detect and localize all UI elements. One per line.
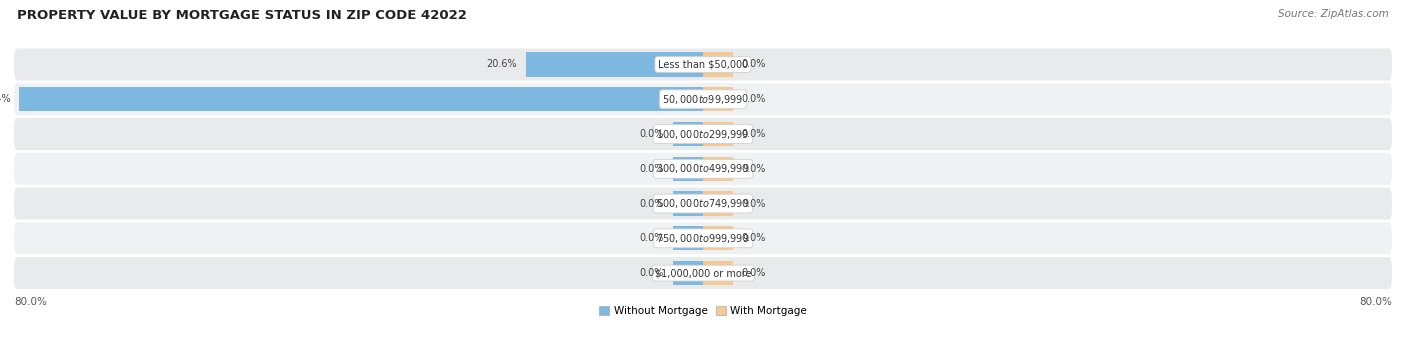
Bar [703, 226, 733, 251]
Bar [673, 261, 703, 285]
Text: 0.0%: 0.0% [640, 198, 664, 209]
Bar [703, 52, 733, 77]
Text: Source: ZipAtlas.com: Source: ZipAtlas.com [1278, 9, 1389, 18]
Text: $100,000 to $299,999: $100,000 to $299,999 [657, 128, 749, 140]
Text: Less than $50,000: Less than $50,000 [658, 59, 748, 70]
Text: 0.0%: 0.0% [742, 233, 766, 243]
Bar [703, 157, 733, 181]
FancyBboxPatch shape [14, 48, 1392, 80]
Text: $300,000 to $499,999: $300,000 to $499,999 [657, 162, 749, 175]
Bar [703, 122, 733, 146]
Text: $500,000 to $749,999: $500,000 to $749,999 [657, 197, 749, 210]
Bar [703, 191, 733, 216]
FancyBboxPatch shape [14, 257, 1392, 289]
Text: $750,000 to $999,999: $750,000 to $999,999 [657, 232, 749, 245]
Text: 0.0%: 0.0% [640, 164, 664, 174]
Text: 0.0%: 0.0% [640, 129, 664, 139]
Text: 0.0%: 0.0% [742, 129, 766, 139]
Text: 0.0%: 0.0% [742, 198, 766, 209]
Legend: Without Mortgage, With Mortgage: Without Mortgage, With Mortgage [595, 302, 811, 321]
Bar [526, 52, 703, 77]
Text: 80.0%: 80.0% [14, 297, 46, 307]
Bar [703, 87, 733, 112]
Bar [703, 261, 733, 285]
Text: 80.0%: 80.0% [1360, 297, 1392, 307]
Text: 0.0%: 0.0% [742, 268, 766, 278]
FancyBboxPatch shape [14, 188, 1392, 220]
Bar [673, 226, 703, 251]
FancyBboxPatch shape [14, 153, 1392, 185]
Bar [673, 157, 703, 181]
Text: PROPERTY VALUE BY MORTGAGE STATUS IN ZIP CODE 42022: PROPERTY VALUE BY MORTGAGE STATUS IN ZIP… [17, 9, 467, 21]
Text: $1,000,000 or more: $1,000,000 or more [655, 268, 751, 278]
Text: 0.0%: 0.0% [742, 94, 766, 104]
Bar [20, 87, 703, 112]
Text: 20.6%: 20.6% [486, 59, 517, 70]
FancyBboxPatch shape [14, 222, 1392, 254]
Text: 0.0%: 0.0% [742, 59, 766, 70]
Bar [673, 122, 703, 146]
Text: 0.0%: 0.0% [640, 233, 664, 243]
Text: $50,000 to $99,999: $50,000 to $99,999 [662, 93, 744, 106]
FancyBboxPatch shape [14, 118, 1392, 150]
Text: 0.0%: 0.0% [742, 164, 766, 174]
Text: 0.0%: 0.0% [640, 268, 664, 278]
Text: 79.4%: 79.4% [0, 94, 11, 104]
FancyBboxPatch shape [14, 83, 1392, 115]
Bar [673, 191, 703, 216]
